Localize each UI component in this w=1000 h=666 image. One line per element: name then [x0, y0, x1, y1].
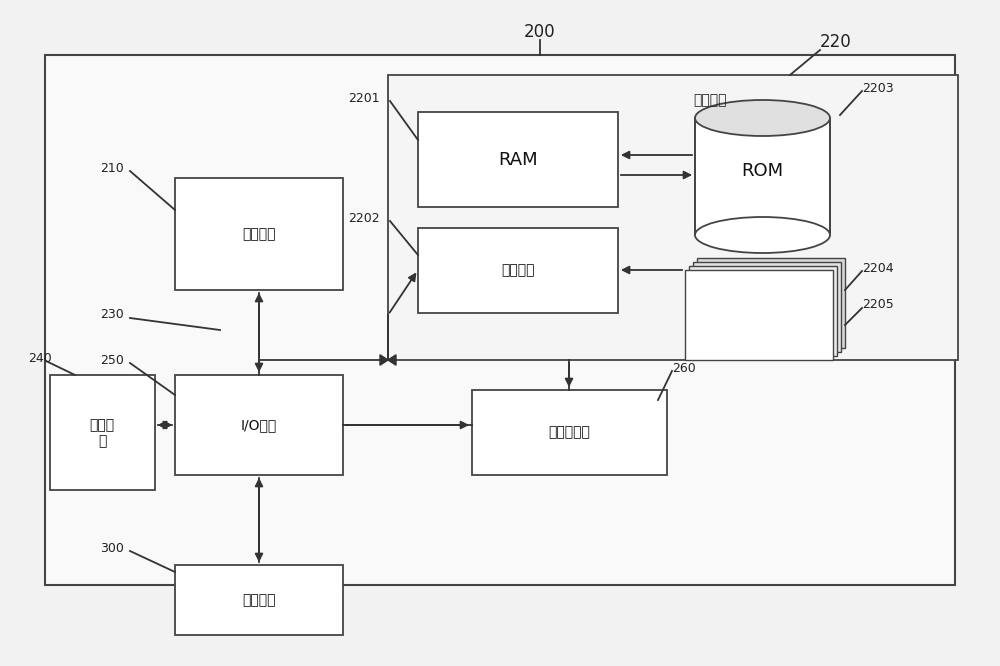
Text: 2204: 2204 — [862, 262, 894, 274]
Bar — [175, 565, 343, 635]
Text: 网络适配器: 网络适配器 — [548, 425, 590, 439]
Text: 210: 210 — [100, 161, 124, 174]
Text: 2202: 2202 — [348, 212, 380, 224]
Text: 220: 220 — [820, 33, 852, 51]
Bar — [175, 178, 343, 290]
Text: 240: 240 — [28, 352, 52, 364]
Bar — [689, 266, 837, 356]
Text: 230: 230 — [100, 308, 124, 322]
Text: ROM: ROM — [741, 162, 784, 180]
Text: 处理单元: 处理单元 — [242, 227, 276, 241]
Bar — [693, 262, 841, 352]
Text: 2203: 2203 — [862, 81, 894, 95]
Text: RAM: RAM — [498, 151, 538, 169]
Text: 2205: 2205 — [862, 298, 894, 312]
Bar — [418, 228, 618, 313]
Text: 260: 260 — [672, 362, 696, 374]
Text: 存储单元: 存储单元 — [693, 93, 727, 107]
Text: 300: 300 — [100, 541, 124, 555]
Text: 显示单
元: 显示单 元 — [89, 418, 115, 448]
Ellipse shape — [695, 100, 830, 136]
Text: I/O接口: I/O接口 — [241, 418, 277, 432]
Bar — [388, 75, 958, 360]
Ellipse shape — [695, 217, 830, 253]
Polygon shape — [380, 355, 388, 365]
Bar — [697, 258, 845, 348]
Bar — [50, 375, 155, 490]
Bar — [175, 375, 343, 475]
Bar — [685, 270, 833, 360]
Text: 2201: 2201 — [348, 91, 380, 105]
Bar — [695, 118, 830, 235]
Polygon shape — [388, 355, 396, 365]
Bar — [418, 112, 618, 207]
Text: 高速缓存: 高速缓存 — [501, 263, 535, 277]
Bar — [472, 390, 667, 475]
Text: 200: 200 — [524, 23, 556, 41]
Bar — [45, 55, 955, 585]
Text: 250: 250 — [100, 354, 124, 366]
Text: 外部设备: 外部设备 — [242, 593, 276, 607]
